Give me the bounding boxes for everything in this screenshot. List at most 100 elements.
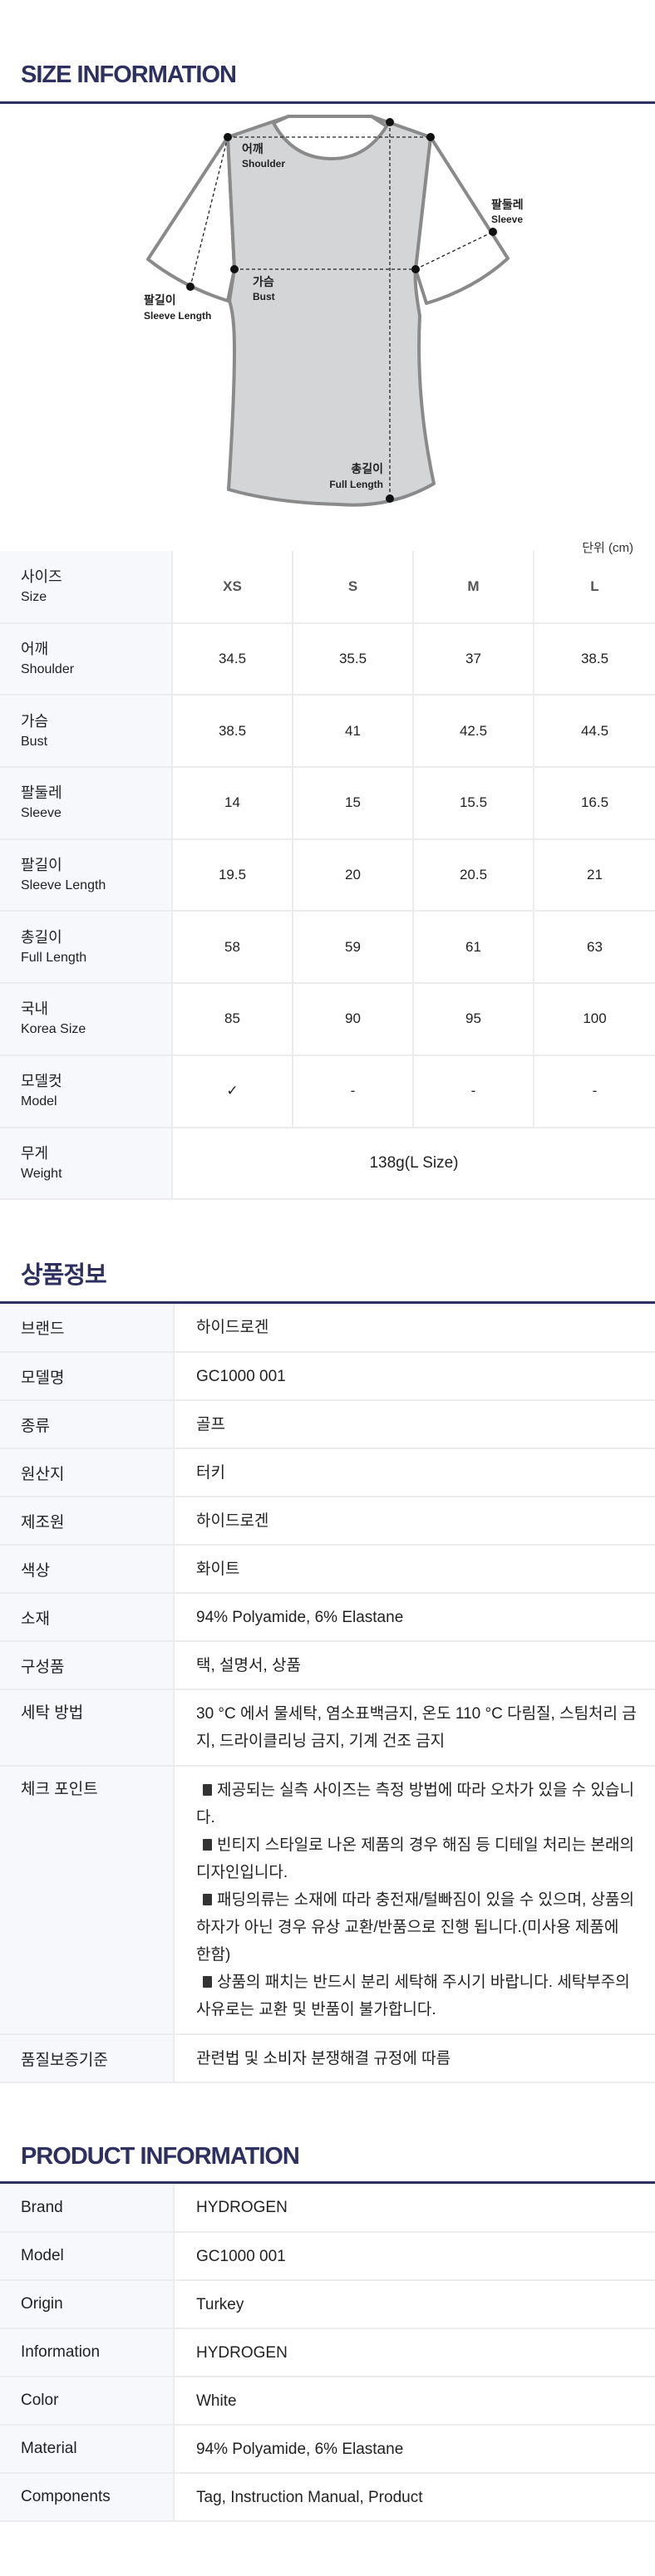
label-full-length-en: Full Length xyxy=(329,479,383,490)
point xyxy=(386,118,394,126)
point xyxy=(386,494,394,503)
check-point-item: 상품의 패치는 반드시 분리 세탁해 주시기 바랍니다. 세탁부주의 사유로는 … xyxy=(196,1974,630,2018)
size-value: 100 xyxy=(534,983,655,1056)
size-value: 35.5 xyxy=(293,622,414,696)
size-value: 41 xyxy=(293,695,414,769)
size-row: 총길이 Full Length 58 59 61 63 xyxy=(0,911,655,985)
point xyxy=(411,265,420,273)
row-value: 택, 설명서, 상품 xyxy=(174,1641,655,1690)
row-label: 어깨 Shoulder xyxy=(0,622,173,696)
row-value: 터키 xyxy=(174,1448,655,1497)
weight-value: 138g(L Size) xyxy=(172,1127,655,1201)
label-shoulder-ko: 어깨 xyxy=(242,142,263,155)
row-value: GC1000 001 xyxy=(174,1352,655,1401)
row-value: GC1000 001 xyxy=(174,2232,655,2281)
label-bust-en: Bust xyxy=(253,291,275,302)
check-point-item: 빈티지 스타일로 나온 제품의 경우 해짐 등 디테일 처리는 본래의 디자인입… xyxy=(196,1836,634,1881)
size-row: 가슴 Bust 38.5 41 42.5 44.5 xyxy=(0,695,655,769)
divider xyxy=(0,1301,655,1304)
point xyxy=(426,133,435,141)
row-label: 구성품 xyxy=(0,1641,175,1690)
row-label: Origin xyxy=(0,2280,175,2329)
size-value: 85 xyxy=(172,983,293,1056)
weight-row: 무게 Weight 138g(L Size) xyxy=(0,1127,655,1201)
row-label: Material xyxy=(0,2425,175,2474)
sleeve-length-line xyxy=(190,136,229,288)
sleeve-line xyxy=(415,231,494,270)
size-value: 15.5 xyxy=(413,767,534,840)
row-label: 원산지 xyxy=(0,1448,175,1497)
row-label: 체크 포인트 xyxy=(0,1766,175,2035)
label-sleeve-length-en: Sleeve Length xyxy=(144,310,211,322)
row-label: 무게 Weight xyxy=(0,1127,173,1201)
size-table: 사이즈 Size XS S M L 어깨 Shoulder 34.5 35.5 37 38.… xyxy=(0,551,655,1201)
row-value: 94% Polyamide, 6% Elastane xyxy=(174,1593,655,1642)
point xyxy=(230,265,239,273)
info-row: 브랜드 하이드로겐 xyxy=(0,1304,655,1353)
divider xyxy=(0,101,655,104)
square-bullet-icon xyxy=(203,1839,212,1851)
size-l: L xyxy=(534,551,655,624)
measure-points xyxy=(186,118,497,503)
info-row: Origin Turkey xyxy=(0,2280,655,2329)
info-row: Brand HYDROGEN xyxy=(0,2184,655,2233)
size-value: 21 xyxy=(534,838,655,912)
measure-lines xyxy=(190,122,494,499)
label-shoulder-en: Shoulder xyxy=(242,158,285,170)
size-row: 팔길이 Sleeve Length 19.5 20 20.5 21 xyxy=(0,838,655,912)
info-row: 원산지 터키 xyxy=(0,1448,655,1497)
size-row: 모델컷 Model ✓ - - - xyxy=(0,1054,655,1128)
size-value: 63 xyxy=(534,911,655,985)
row-label: 브랜드 xyxy=(0,1304,175,1353)
row-value: Tag, Instruction Manual, Product xyxy=(174,2473,655,2522)
info-row: 세탁 방법 30 °C 에서 물세탁, 염소표백금지, 온도 110 °C 다림질… xyxy=(0,1689,655,1767)
info-row: 소재 94% Polyamide, 6% Elastane xyxy=(0,1593,655,1642)
row-value: Turkey xyxy=(174,2280,655,2329)
size-row: 어깨 Shoulder 34.5 35.5 37 38.5 xyxy=(0,622,655,696)
row-value: 하이드로겐 xyxy=(174,1304,655,1353)
info-row: Information HYDROGEN xyxy=(0,2328,655,2377)
row-label: 제조원 xyxy=(0,1497,175,1546)
product-info-en-table: Brand HYDROGEN Model GC1000 001 Origin Turkey… xyxy=(0,2184,655,2522)
row-label: Color xyxy=(0,2377,175,2426)
product-info-en-title: PRODUCT INFORMATION xyxy=(21,2143,300,2170)
size-row: 국내 Korea Size 85 90 95 100 xyxy=(0,983,655,1056)
size-value: - xyxy=(534,1054,655,1128)
size-value: 19.5 xyxy=(172,838,293,912)
row-value: 관련법 및 소비자 분쟁해결 규정에 따름 xyxy=(174,2034,655,2083)
label-bust-ko: 가슴 xyxy=(253,275,274,288)
row-value: White xyxy=(174,2377,655,2426)
size-value: 34.5 xyxy=(172,622,293,696)
row-label: 색상 xyxy=(0,1545,175,1594)
label-sleeve-ko: 팔둘레 xyxy=(491,198,524,211)
quality-row: 품질보증기준 관련법 및 소비자 분쟁해결 규정에 따름 xyxy=(0,2034,655,2083)
size-value: 15 xyxy=(293,767,414,840)
size-value: 20.5 xyxy=(413,838,534,912)
info-row: Color White xyxy=(0,2377,655,2426)
row-label: 모델명 xyxy=(0,1352,175,1401)
size-value: 59 xyxy=(293,911,414,985)
row-label: 소재 xyxy=(0,1593,175,1642)
shirt-size-diagram: 어깨 Shoulder 팔둘레 Sleeve 가슴 Bust 팔길이 Sleev… xyxy=(144,115,524,507)
check-point-list: 제공되는 실측 사이즈는 측정 방법에 따라 오차가 있을 수 있습니다. 빈티지… xyxy=(174,1766,655,2035)
size-value: 42.5 xyxy=(413,695,534,769)
size-value: - xyxy=(413,1054,534,1128)
row-label: 사이즈 Size xyxy=(0,551,173,624)
row-label: Information xyxy=(0,2328,175,2377)
size-value: 37 xyxy=(413,622,534,696)
size-row: 팔둘레 Sleeve 14 15 15.5 16.5 xyxy=(0,767,655,840)
row-value: HYDROGEN xyxy=(174,2328,655,2377)
size-value: 16.5 xyxy=(534,767,655,840)
size-m: M xyxy=(413,551,534,624)
row-value: 하이드로겐 xyxy=(174,1497,655,1546)
row-value: 94% Polyamide, 6% Elastane xyxy=(174,2425,655,2474)
info-row: Components Tag, Instruction Manual, Produ… xyxy=(0,2473,655,2522)
label-full-length-ko: 총길이 xyxy=(351,462,383,475)
size-value: 95 xyxy=(413,983,534,1056)
square-bullet-icon xyxy=(203,1976,212,1988)
row-label: 가슴 Bust xyxy=(0,695,173,769)
row-label: Model xyxy=(0,2232,175,2281)
check-point-item: 패딩의류는 소재에 따라 충전재/털빠짐이 있을 수 있으며, 상품의 하자가 … xyxy=(196,1891,634,1964)
size-info-title: SIZE INFORMATION xyxy=(21,61,237,88)
info-row: 모델명 GC1000 001 xyxy=(0,1352,655,1401)
